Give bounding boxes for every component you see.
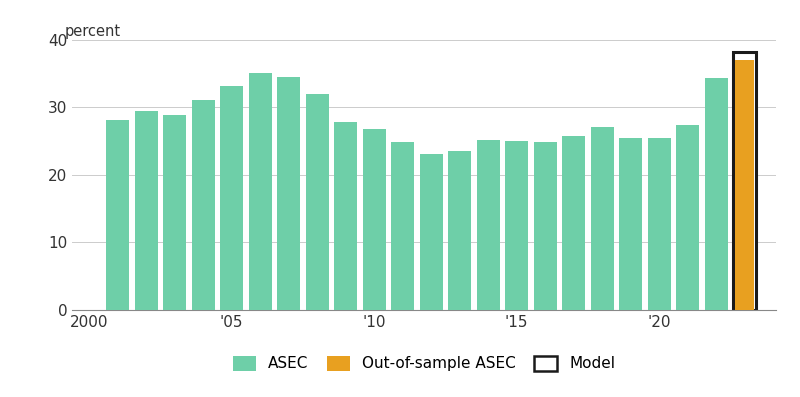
Bar bbox=[562, 135, 585, 310]
Bar bbox=[506, 141, 528, 310]
Bar bbox=[220, 86, 243, 310]
Bar bbox=[249, 73, 271, 310]
Bar bbox=[334, 122, 357, 310]
Bar bbox=[590, 127, 614, 310]
Bar bbox=[448, 151, 471, 310]
Bar bbox=[705, 78, 727, 310]
Bar bbox=[648, 138, 670, 310]
Bar bbox=[163, 115, 186, 310]
Bar bbox=[306, 94, 329, 310]
Bar bbox=[106, 120, 129, 310]
Bar bbox=[619, 138, 642, 310]
Bar bbox=[391, 142, 414, 310]
Bar bbox=[477, 140, 499, 310]
Bar bbox=[362, 129, 386, 310]
Bar bbox=[420, 154, 442, 310]
Bar bbox=[676, 125, 699, 310]
Text: percent: percent bbox=[65, 23, 121, 39]
Bar bbox=[735, 60, 754, 310]
Bar bbox=[734, 52, 756, 310]
Bar bbox=[534, 142, 557, 310]
Legend: ASEC, Out-of-sample ASEC, Model: ASEC, Out-of-sample ASEC, Model bbox=[226, 349, 622, 378]
Bar bbox=[134, 110, 158, 310]
Bar bbox=[278, 77, 300, 310]
Bar bbox=[192, 100, 214, 310]
